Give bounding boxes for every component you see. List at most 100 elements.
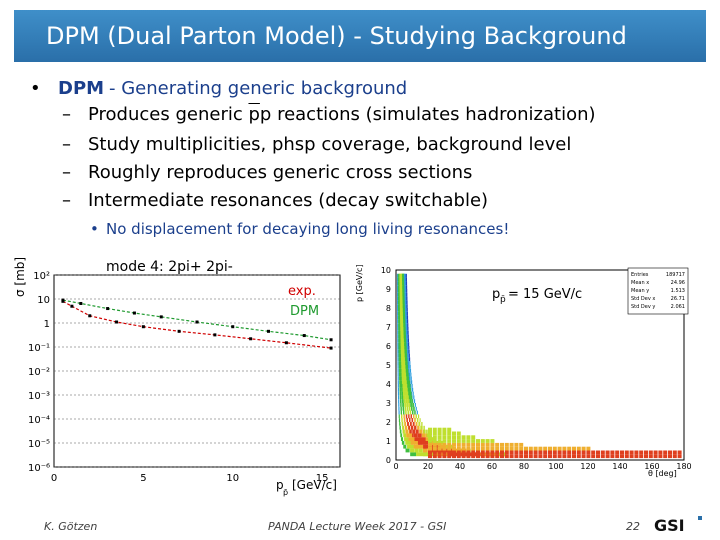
chart2-heat-cell <box>653 454 658 459</box>
chart2-heat-cell <box>677 454 682 459</box>
chart2-heat-cell <box>405 368 407 373</box>
chart2-heat-cell <box>399 338 401 343</box>
chart2-heat-cell <box>421 433 424 438</box>
chart2-heat-cell <box>397 384 399 388</box>
chart2-heat-cell <box>421 422 423 426</box>
subbullet-pre: Produces generic <box>88 104 249 125</box>
chart2-heat-cell <box>403 292 405 297</box>
chart2-heat-cell <box>543 446 548 451</box>
chart2-heat-cell <box>442 450 447 455</box>
chart2-heat-cell <box>412 403 414 407</box>
chart1-x-ticks: 0 5 10 15 <box>51 473 329 484</box>
chart2-heat-cell <box>406 387 408 392</box>
chart2-heat-cell <box>419 433 422 438</box>
chart2-heat-cell <box>397 330 399 335</box>
chart2-heat-cell <box>411 406 413 411</box>
chart2-heat-cell <box>426 429 428 434</box>
chart2-heat-cell <box>447 450 452 455</box>
chart2-heat-cell <box>399 353 401 358</box>
chart2-heat-cell <box>403 315 405 320</box>
chart2-heat-cell <box>401 391 403 396</box>
chart2-heat-cell <box>428 446 432 451</box>
chart2-heat-cell <box>402 296 404 301</box>
chart2-heat-cell <box>400 292 402 297</box>
chart1-bg <box>10 255 350 503</box>
chart2-heat-cell <box>399 315 401 320</box>
chart2-heat-cell <box>400 346 402 350</box>
chart2-heat-cell <box>404 368 406 373</box>
chart2-heat-cell <box>668 454 672 459</box>
chart2-heat-cell <box>398 410 400 415</box>
chart2-heat-cell <box>401 319 403 324</box>
chart2-heat-cell <box>400 437 404 441</box>
stats-key: Mean y <box>631 288 649 294</box>
chart2-heat-cell <box>557 450 562 455</box>
chart2-heat-cell <box>629 454 634 459</box>
chart2-heat-cell <box>471 450 476 455</box>
chart2-heat-cell <box>524 450 528 455</box>
chart2-heat-cell <box>404 315 407 320</box>
chart2-heat-cell <box>437 427 442 432</box>
chart2-heat-cell <box>401 399 404 403</box>
chart2-heat-cell <box>610 454 615 459</box>
chart2-heat-cell <box>398 304 401 308</box>
chart2-heat-cell <box>407 387 409 392</box>
chart2-heat-cell <box>397 327 399 331</box>
chart2-annotation-rest: = 15 GeV/c <box>508 287 582 302</box>
chart2-heat-cell <box>397 391 400 396</box>
chart2-heat-cell <box>401 323 403 327</box>
chart2-heat-cell <box>399 372 401 377</box>
chart2-heat-cell <box>572 446 576 451</box>
chart2-heat-cell <box>398 285 400 289</box>
chart2-heat-cell <box>398 365 400 369</box>
chart2-heat-cell <box>410 395 412 400</box>
chart2-heat-cell <box>405 273 407 278</box>
chart2-heat-cell <box>403 414 405 419</box>
chart2-heat-cell <box>400 361 402 365</box>
chart2-heat-cell <box>406 342 408 346</box>
chart2-heat-cell <box>406 296 408 301</box>
chart2-heat-cell <box>398 292 400 297</box>
chart2-heat-cell <box>581 450 586 455</box>
chart2-heat-cell <box>402 289 404 293</box>
chart1-data-point <box>284 341 288 345</box>
chart2-heat-cell <box>428 427 432 432</box>
chart2-heat-cell <box>596 454 600 459</box>
chart1-ylabel: σ [mb] <box>13 257 27 297</box>
chart2-heat-cell <box>410 376 412 381</box>
chart2-heat-cell <box>500 442 504 447</box>
chart2-heat-cell <box>399 395 401 400</box>
chart2-heat-cell <box>406 334 408 339</box>
chart2-heat-cell <box>401 368 403 373</box>
chart2-heat-cell <box>403 357 405 362</box>
chart2-heat-cell <box>624 454 629 459</box>
chart2-heat-cell <box>552 454 557 459</box>
chart2-heat-cell <box>409 437 413 441</box>
chart2-heat-cell <box>402 361 404 365</box>
chart2-heat-cell <box>397 296 400 301</box>
chart2-heat-cell <box>401 395 403 400</box>
chart2-heat-cell <box>398 300 401 305</box>
chart2-heat-cell <box>663 450 668 455</box>
chart2-heat-cell <box>408 403 410 407</box>
chart2-heat-cell <box>408 376 410 381</box>
chart2-heat-cell <box>653 450 658 455</box>
chart2-heat-cell <box>404 311 407 316</box>
heatmap-chart: 0 1 2 3 4 5 6 7 8 9 10 0 20 40 60 80 100 120 140 160 180 p … <box>352 262 692 486</box>
chart2-heat-cell <box>415 441 419 445</box>
chart2-heat-cell <box>404 323 406 327</box>
chart2-heat-cell <box>407 323 409 327</box>
chart2-heat-cell <box>423 433 426 438</box>
chart2-heat-cell <box>456 435 461 440</box>
chart2-heat-cell <box>397 281 400 286</box>
chart2-heat-cell <box>448 452 455 457</box>
chart2-heat-cell <box>514 454 519 459</box>
chart2-heat-cell <box>406 304 408 308</box>
stats-key: Entries <box>631 272 649 278</box>
chart2-y-tick-label: 1 <box>386 437 391 446</box>
chart1-data-point <box>70 304 74 308</box>
chart2-heat-cell <box>401 327 403 331</box>
chart2-heat-cell <box>452 446 456 451</box>
chart1-data-point <box>177 329 181 333</box>
chart2-heat-cell <box>401 289 403 293</box>
